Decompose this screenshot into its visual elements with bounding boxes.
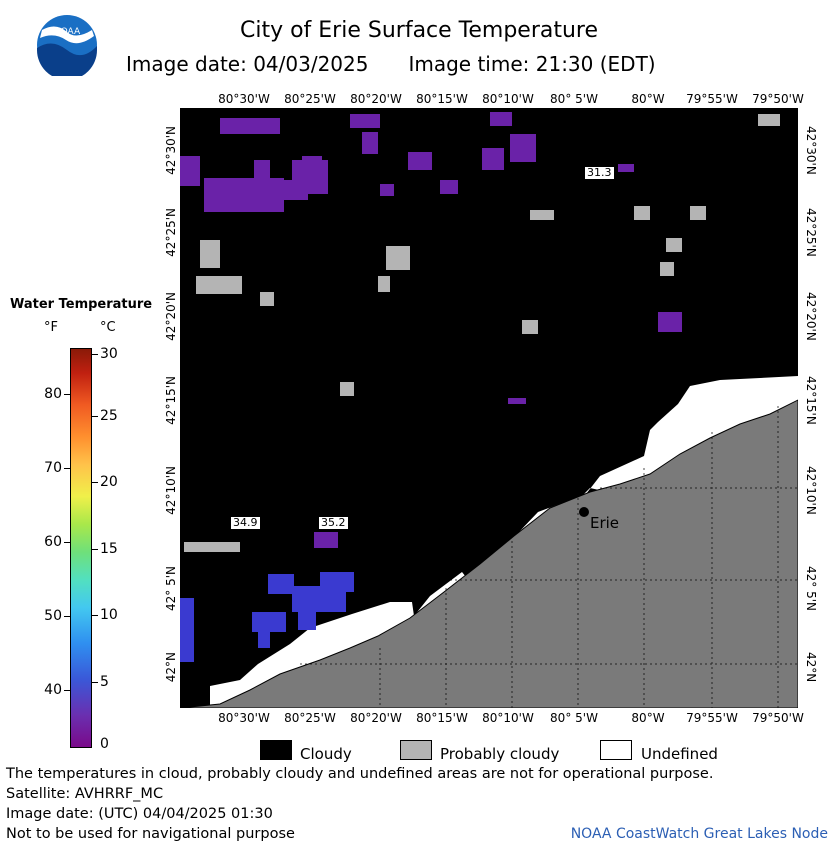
c-tick-mark [92, 416, 98, 417]
lat-label-left: 42°15'N [164, 376, 178, 425]
temp-label: 34.9 [230, 516, 261, 530]
c-tick-20: 20 [100, 474, 118, 490]
lat-label-left: 42°30'N [164, 126, 178, 175]
unit-celsius: °C [100, 320, 116, 335]
c-tick-30: 30 [100, 346, 118, 362]
image-date: Image date: 04/03/2025 [126, 52, 369, 76]
c-tick-mark [92, 682, 98, 683]
image-time: Image time: 21:30 (EDT) [408, 52, 656, 76]
lon-label-top: 80°20'W [350, 92, 402, 106]
credit-link[interactable]: NOAA CoastWatch Great Lakes Node [570, 826, 828, 842]
lon-label-bottom: 79°55'W [686, 711, 738, 725]
f-tick-mark [64, 616, 70, 617]
undefined-area [210, 376, 798, 708]
f-tick-mark [64, 690, 70, 691]
c-tick-0: 0 [100, 736, 109, 752]
cold-water-patches [180, 112, 682, 548]
navigation-warning: Not to be used for navigational purpose [6, 826, 295, 842]
f-tick-80: 80 [44, 386, 62, 402]
probably-cloudy-patches [184, 114, 780, 552]
lon-label-bottom: 80° 5'W [550, 711, 598, 725]
c-tick-5: 5 [100, 674, 109, 690]
utc-date-text: Image date: (UTC) 04/04/2025 01:30 [6, 806, 273, 822]
temp-label: 31.3 [584, 166, 615, 180]
undefined-swatch [600, 740, 632, 760]
lat-label-left: 42°N [164, 652, 178, 683]
lat-label-left: 42° 5'N [164, 566, 178, 611]
lat-label-right: 42°15'N [804, 376, 818, 425]
erie-city-label: Erie [590, 514, 619, 532]
temp-label: 35.2 [318, 516, 349, 530]
erie-city-marker [579, 507, 589, 517]
cool-water-patches [180, 572, 354, 662]
land-grid [300, 406, 798, 708]
lat-label-right: 42°20'N [804, 292, 818, 341]
f-tick-mark [64, 468, 70, 469]
legend-title: Water Temperature [10, 297, 153, 312]
lat-label-right: 42° 5'N [804, 566, 818, 611]
lon-label-bottom: 80°10'W [482, 711, 534, 725]
lon-label-top: 80°30'W [218, 92, 270, 106]
probably-cloudy-swatch [400, 740, 432, 760]
probably-cloudy-label: Probably cloudy [440, 745, 560, 763]
f-tick-70: 70 [44, 460, 62, 476]
f-tick-mark [64, 394, 70, 395]
lat-label-left: 42°20'N [164, 292, 178, 341]
f-tick-60: 60 [44, 534, 62, 550]
lon-label-bottom: 80°30'W [218, 711, 270, 725]
lon-label-bottom: 80°15'W [416, 711, 468, 725]
c-tick-25: 25 [100, 408, 118, 424]
undefined-label: Undefined [641, 745, 718, 763]
logo-text: NOAA [54, 27, 81, 37]
lat-label-right: 42°N [804, 652, 818, 683]
lat-label-left: 42°10'N [164, 466, 178, 515]
cloudy-swatch [260, 740, 292, 760]
lat-label-left: 42°25'N [164, 208, 178, 257]
c-tick-mark [92, 482, 98, 483]
lon-label-bottom: 80°W [631, 711, 665, 725]
c-tick-15: 15 [100, 541, 118, 557]
c-tick-mark [92, 615, 98, 616]
temperature-color-scale [70, 348, 92, 748]
f-tick-40: 40 [44, 682, 62, 698]
noaa-logo: NOAA [36, 14, 98, 80]
map-canvas: Erie [179, 108, 799, 709]
satellite-text: Satellite: AVHRRF_MC [6, 786, 164, 802]
lon-label-top: 80°15'W [416, 92, 468, 106]
lon-label-bottom: 80°25'W [284, 711, 336, 725]
unit-fahrenheit: °F [44, 320, 58, 335]
f-tick-50: 50 [44, 608, 62, 624]
lat-label-right: 42°10'N [804, 466, 818, 515]
disclaimer-text: The temperatures in cloud, probably clou… [6, 766, 714, 782]
lon-label-top: 80° 5'W [550, 92, 598, 106]
lon-label-bottom: 79°50'W [752, 711, 804, 725]
lon-label-bottom: 80°20'W [350, 711, 402, 725]
land-area [179, 399, 799, 709]
temperature-map[interactable]: Erie 31.3 34.9 35.2 [179, 108, 799, 709]
c-tick-mark [92, 549, 98, 550]
f-tick-mark [64, 542, 70, 543]
page-title: City of Erie Surface Temperature [239, 18, 599, 43]
cloudy-label: Cloudy [300, 745, 352, 763]
lon-label-top: 80°W [631, 92, 665, 106]
lon-label-top: 79°55'W [686, 92, 738, 106]
lon-label-top: 80°25'W [284, 92, 336, 106]
c-tick-mark [92, 354, 98, 355]
c-tick-10: 10 [100, 607, 118, 623]
image-datetime: Image date: 04/03/2025 Image time: 21:30 … [126, 52, 696, 76]
lat-label-right: 42°25'N [804, 208, 818, 257]
lon-label-top: 79°50'W [752, 92, 804, 106]
lon-label-top: 80°10'W [482, 92, 534, 106]
lat-label-right: 42°30'N [804, 126, 818, 175]
